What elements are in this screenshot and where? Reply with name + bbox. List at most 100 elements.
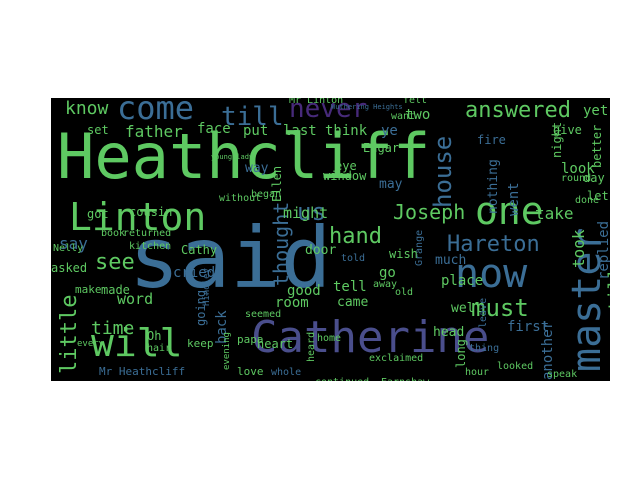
- word-much: much: [435, 253, 467, 268]
- word-looked: looked: [497, 361, 534, 372]
- word-may: may: [379, 177, 403, 192]
- word-seemed: seemed: [245, 309, 282, 320]
- word-door: door: [305, 243, 337, 258]
- word-last: last: [283, 123, 317, 139]
- word-home: home: [317, 333, 342, 344]
- word-joseph: Joseph: [393, 200, 466, 224]
- word-heard: heard: [306, 331, 317, 362]
- word-look: look: [561, 161, 595, 177]
- word-time: time: [91, 318, 135, 339]
- word-night: night: [550, 121, 564, 158]
- word-little: little: [57, 294, 82, 374]
- word-two: two: [405, 107, 431, 123]
- word-hour: hour: [465, 367, 490, 378]
- word-father: father: [125, 122, 183, 141]
- word-exclaimed: exclaimed: [369, 353, 424, 364]
- word-kitchen: kitchen: [129, 241, 172, 252]
- word-cathy: Cathy: [181, 243, 218, 257]
- word-want: want: [391, 111, 416, 122]
- word-day: day: [583, 171, 605, 185]
- word-cried: cried: [173, 265, 216, 281]
- word-whole: whole: [271, 367, 302, 378]
- word-nelly: Nelly: [53, 243, 84, 254]
- word-us: us: [297, 198, 326, 226]
- word-make: make: [75, 283, 102, 296]
- word-book: book: [101, 228, 126, 239]
- word-yet: yet: [583, 103, 609, 119]
- word-house: house: [429, 135, 457, 208]
- word-come: come: [117, 98, 195, 127]
- word-love: love: [237, 365, 264, 378]
- word-answered: answered: [465, 98, 571, 123]
- word-way: way: [245, 161, 269, 176]
- word-ye: ye: [381, 123, 398, 139]
- word-grange: Grange: [414, 229, 425, 266]
- word-room: room: [275, 295, 309, 311]
- word-leave: leave: [478, 297, 489, 328]
- word-head: head: [433, 325, 465, 340]
- word-tell: tell: [333, 279, 367, 295]
- word-take: take: [535, 204, 574, 223]
- word-returned: returned: [123, 228, 172, 239]
- word-oh: Oh: [147, 329, 162, 343]
- word-made: made: [101, 283, 130, 297]
- word-eye: eye: [335, 159, 357, 173]
- word-felt: felt: [403, 98, 428, 106]
- word-came: came: [337, 295, 369, 310]
- word-will: will: [91, 321, 183, 365]
- word-every: every: [77, 339, 105, 349]
- word-went: went: [506, 182, 522, 216]
- word-wuthering-heights: Wuthering Heights: [331, 103, 403, 111]
- word-see: see: [95, 250, 135, 275]
- word-never: never: [289, 98, 368, 124]
- word-earnshaw: Earnshaw: [381, 378, 429, 382]
- word-evening: evening: [222, 332, 232, 370]
- word-said: said: [129, 209, 332, 307]
- word-began: began: [251, 189, 282, 200]
- word-hindley: Hindley: [202, 268, 212, 306]
- word-go: go: [379, 265, 396, 281]
- word-cloud: Heathcliff said Catherine Linton one com…: [51, 98, 610, 381]
- word-papa: papa: [237, 333, 264, 346]
- word-hareton: Hareton: [447, 232, 540, 257]
- word-let: let: [587, 189, 609, 203]
- word-keep: keep: [187, 337, 214, 350]
- word-round: round: [561, 173, 592, 184]
- word-well: well: [451, 301, 483, 316]
- word-replied: replied: [596, 220, 610, 280]
- word-heathcliff: Heathcliff: [57, 120, 431, 193]
- word-hand: hand: [329, 224, 382, 249]
- word-heart: heart: [257, 337, 294, 351]
- word-now: now: [455, 251, 528, 297]
- word-think: think: [325, 123, 368, 139]
- word-thing: thing: [469, 343, 500, 354]
- word-know: know: [65, 98, 109, 119]
- word-long: long: [454, 339, 468, 368]
- word-nothing: nothing: [486, 159, 501, 214]
- word-first: first: [507, 319, 550, 335]
- word-asked: asked: [51, 261, 88, 275]
- word-set: set: [87, 123, 109, 137]
- word-told: told: [341, 253, 366, 264]
- word-window: window: [323, 169, 367, 183]
- word-give: give: [553, 123, 582, 137]
- word-young-lady: young lady: [211, 153, 254, 161]
- word-better: better: [590, 124, 604, 168]
- word-cousin: cousin: [129, 205, 173, 219]
- word-mr-linton: Mr Linton: [289, 98, 344, 106]
- word-place: place: [441, 273, 484, 289]
- word-face: face: [197, 121, 231, 137]
- word-good: good: [287, 283, 321, 299]
- word-without: without: [219, 193, 262, 204]
- word-hair: hair: [147, 343, 172, 354]
- word-put: put: [243, 123, 269, 139]
- word-got: got: [87, 207, 109, 221]
- word-away: away: [373, 279, 398, 290]
- word-edgar: Edgar: [363, 141, 400, 155]
- word-must: must: [471, 294, 529, 322]
- word-continued: continued: [315, 378, 369, 382]
- word-wish: wish: [389, 247, 418, 261]
- word-might: might: [283, 204, 329, 222]
- word-catherine: Catherine: [251, 312, 490, 363]
- word-one: one: [475, 189, 544, 233]
